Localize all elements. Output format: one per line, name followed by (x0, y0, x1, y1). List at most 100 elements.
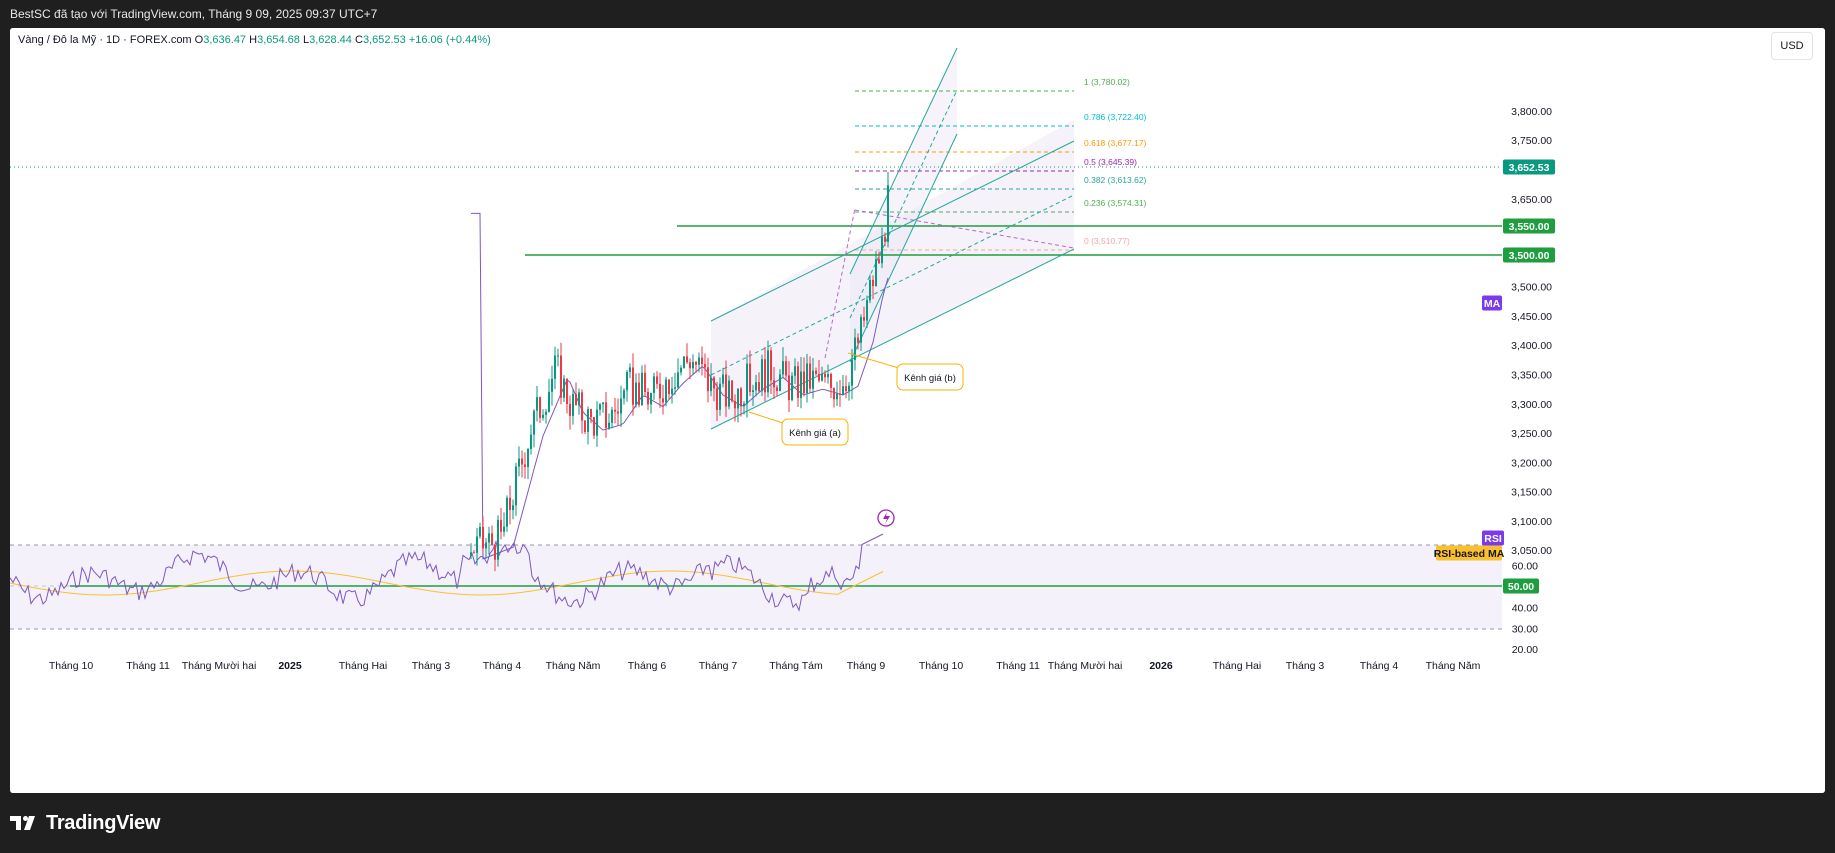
candle-body (737, 388, 739, 409)
candle-body (752, 390, 754, 392)
price-tick-label: 3,800.00 (1511, 106, 1552, 118)
rsi-band-fill (10, 545, 1502, 629)
candle-body (560, 355, 562, 398)
candle-body (872, 279, 874, 287)
fib-level-label: 0.382 (3,613.62) (1084, 175, 1147, 185)
candle-body (596, 409, 598, 436)
candle-body (473, 552, 475, 554)
candle-body (719, 383, 721, 410)
rsi-badge-bg (1482, 530, 1504, 546)
candle-body (794, 366, 796, 376)
candle-body (725, 374, 727, 407)
candle-body (764, 359, 766, 393)
candle-body (614, 409, 616, 412)
low-label: L (302, 34, 310, 46)
candle-body (842, 386, 844, 396)
candle-body (677, 372, 679, 388)
rsi-ma-line (10, 570, 884, 596)
time-tick-label: Tháng Hai (339, 660, 387, 672)
rsi-tick-label: 20.00 (1512, 644, 1538, 656)
candle-body (551, 378, 553, 392)
candle-body (854, 337, 856, 360)
candle-body (647, 391, 649, 405)
candle-body (662, 398, 664, 403)
price-tick-label: 3,750.00 (1511, 135, 1552, 147)
candle-body (686, 356, 688, 363)
candle-body (572, 394, 574, 416)
level-3500-badge: 3,500.00 (1509, 250, 1550, 262)
candle-body (581, 392, 583, 421)
high-value: 3,654.68 (257, 34, 300, 46)
candle-body (620, 398, 622, 414)
candle-body (653, 376, 655, 394)
candle-body (800, 371, 802, 398)
candle-body (668, 379, 670, 395)
time-tick-label: Tháng 7 (699, 660, 738, 672)
ma-badge: MA (1484, 298, 1501, 310)
candle-body (608, 422, 610, 428)
candle-body (713, 377, 715, 389)
candle-body (830, 373, 832, 388)
lightning-icon (883, 512, 890, 524)
time-tick-label: Tháng Mười hai (182, 660, 257, 672)
candle-body (803, 371, 805, 394)
time-tick-label: Tháng Mười hai (1048, 660, 1123, 672)
candle-body (665, 379, 667, 403)
rsi-tick-label: 60.00 (1512, 561, 1538, 573)
candle-body (503, 526, 505, 532)
price-tick-label: 3,100.00 (1511, 516, 1552, 528)
candle-body (791, 375, 793, 401)
time-tick-label: 2025 (278, 660, 302, 672)
time-tick-label: Tháng 3 (1286, 660, 1325, 672)
candle-body (659, 383, 661, 399)
open-label: O (194, 34, 204, 46)
price-chart[interactable]: 1 (3,780.02) 0.786 (3,722.40) 0.618 (3,677… (10, 28, 1825, 793)
chart-area[interactable]: 1 (3,780.02) 0.786 (3,722.40) 0.618 (3,677… (10, 28, 1825, 793)
candle-body (857, 337, 859, 343)
candle-body (599, 404, 601, 410)
candle-body (878, 259, 880, 264)
candle-body (833, 387, 835, 400)
price-tick-label: 3,250.00 (1511, 428, 1552, 440)
time-tick-label: Tháng 11 (996, 660, 1040, 672)
candle-body (575, 394, 577, 406)
candle-body (671, 388, 673, 395)
candle-body (509, 497, 511, 511)
symbol-legend[interactable]: Vàng / Đô la Mỹ · 1D · FOREX.com O3,636.… (18, 34, 491, 46)
candle-body (626, 372, 628, 391)
annotation-pointer (847, 352, 900, 369)
symbol-name[interactable]: Vàng / Đô la Mỹ · 1D · FOREX.com (18, 34, 192, 46)
candle-body (650, 393, 652, 405)
candle-body (782, 361, 784, 375)
window-title-bar: BestSC đã tạo với TradingView.com, Tháng… (0, 0, 1835, 28)
candle-body (881, 236, 883, 264)
candle-body (617, 411, 619, 414)
candle-body (887, 185, 889, 242)
candle-body (716, 388, 718, 410)
currency-button[interactable]: USD (1771, 32, 1813, 60)
fib-level-label: 0.236 (3,574.31) (1084, 198, 1147, 208)
candle-body (704, 364, 706, 368)
rsi-line (10, 533, 884, 612)
candle-body (701, 357, 703, 365)
candle-body (548, 391, 550, 412)
rsi-badge: RSI (1484, 533, 1502, 545)
candle-body (851, 359, 853, 386)
candle-body (827, 373, 829, 378)
ma-badge-bg (1482, 295, 1502, 311)
candle-body (632, 367, 634, 405)
candle-body (518, 458, 520, 467)
candle-body (578, 392, 580, 406)
candle-body (506, 497, 508, 527)
time-tick-label: Tháng 4 (1360, 660, 1399, 672)
rsi-tick-label: 40.00 (1512, 602, 1538, 614)
candle-body (479, 527, 481, 537)
fib-level-label: 0.786 (3,722.40) (1084, 112, 1147, 122)
candle-body (734, 400, 736, 409)
candle-body (545, 411, 547, 415)
channel-b-label: Kênh giá (b) (904, 373, 956, 384)
candle-body (485, 542, 487, 549)
candle-body (761, 359, 763, 392)
ma-line (471, 212, 889, 560)
candle-body (569, 404, 571, 416)
